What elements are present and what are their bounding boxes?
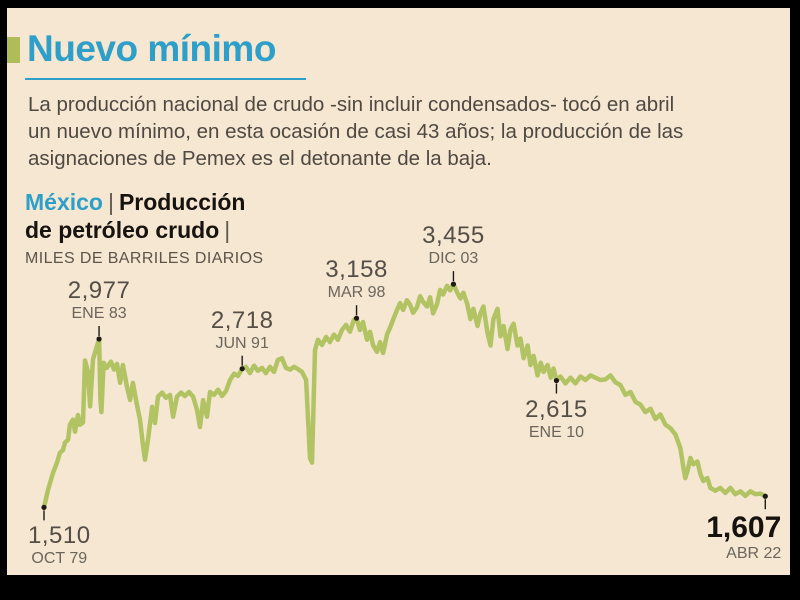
annotation-date: ENE 83 xyxy=(71,304,127,322)
annotation-abr-22: 1,607 ABR 22 xyxy=(706,512,781,563)
infographic-card: Nuevo mínimo La producción nacional de c… xyxy=(7,8,790,575)
annotation-date: ABR 22 xyxy=(726,545,782,563)
intro-line-2: un nuevo mínimo, en esta ocasión de casi… xyxy=(28,120,684,143)
annotation-date: JUN 91 xyxy=(215,334,269,352)
annotation-ene-83: 2,977 ENE 83 xyxy=(67,276,131,323)
annotation-markers xyxy=(41,271,768,521)
chart-title-rest: de petróleo crudo xyxy=(25,217,220,243)
annotation-dot xyxy=(96,336,102,342)
annotation-value: 2,615 xyxy=(525,395,588,423)
annotation-dot xyxy=(41,504,47,510)
intro-paragraph: La producción nacional de crudo -sin inc… xyxy=(28,91,683,172)
production-chart xyxy=(41,271,768,521)
annotation-value: 1,510 xyxy=(28,522,91,550)
production-line xyxy=(41,281,768,510)
accent-square xyxy=(7,37,20,63)
annotation-dot xyxy=(239,366,245,372)
annotation-mar-98: 3,158 MAR 98 xyxy=(325,257,388,302)
annotation-value: 3,158 xyxy=(325,256,388,284)
chart-title-line-1: México | Producción xyxy=(25,188,245,216)
annotation-date: OCT 79 xyxy=(31,550,88,568)
annotation-oct-79: 1,510 OCT 79 xyxy=(28,523,91,568)
annotation-dot xyxy=(762,493,768,499)
page-title: Nuevo mínimo xyxy=(27,28,276,69)
annotation-date: DIC 03 xyxy=(428,250,479,268)
title-separator: | xyxy=(107,189,114,215)
annotation-ene-10: 2,615 ENE 10 xyxy=(525,395,588,442)
annotation-dic-03: 3,455 DIC 03 xyxy=(422,223,485,268)
annotation-dot xyxy=(353,315,360,321)
annotation-date: ENE 10 xyxy=(528,423,584,441)
title-underline xyxy=(25,78,306,80)
annotation-dot xyxy=(450,281,457,287)
chart-title-word: Producción xyxy=(118,189,246,215)
chart-title-line-2: de petróleo crudo | xyxy=(25,216,245,244)
title-separator-2: | xyxy=(224,217,231,243)
intro-line-3: asignaciones de Pemex es el detonante de… xyxy=(28,147,492,170)
annotation-dot xyxy=(553,377,560,384)
annotation-date: MAR 98 xyxy=(327,284,386,302)
annotation-value: 1,607 xyxy=(706,511,782,545)
chart-title-region: México xyxy=(25,189,103,215)
annotation-value: 2,718 xyxy=(210,306,274,334)
intro-line-1: La producción nacional de crudo -sin inc… xyxy=(28,93,675,116)
chart-title: México | Producción de petróleo crudo | xyxy=(25,188,245,244)
annotation-value: 2,977 xyxy=(67,276,131,304)
annotation-jun-91: 2,718 JUN 91 xyxy=(210,306,274,353)
chart-units-label: MILES DE BARRILES DIARIOS xyxy=(25,250,264,267)
annotation-value: 3,455 xyxy=(422,222,485,250)
